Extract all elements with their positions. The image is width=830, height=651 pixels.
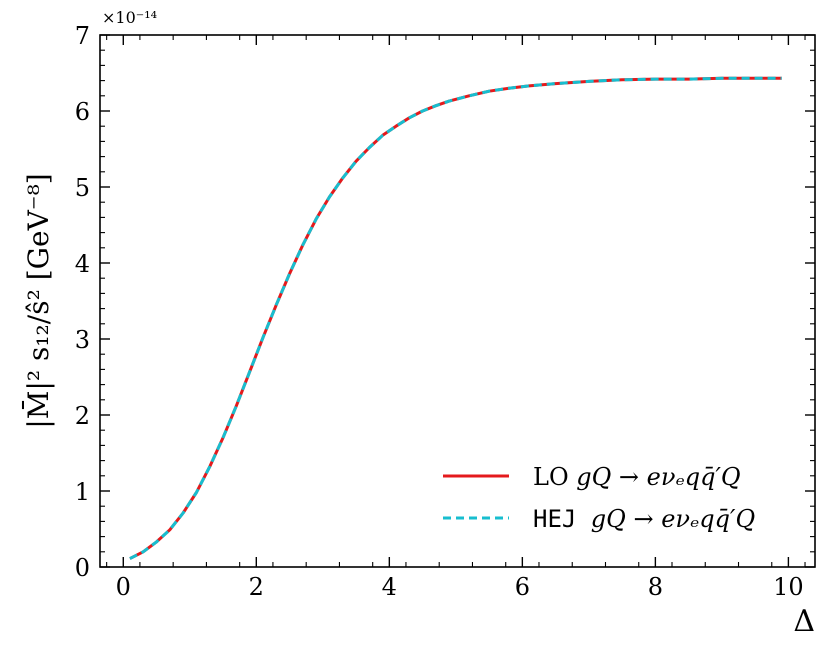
y-tick-label: 5 — [75, 174, 90, 202]
legend-prefix: HEJ — [533, 505, 591, 533]
y-tick-label: 4 — [75, 250, 90, 278]
y-tick-label: 6 — [75, 98, 90, 126]
y-tick-label: 3 — [75, 326, 90, 354]
legend-label-hej: HEJ gQ → eνₑqq̄′Q — [533, 505, 755, 533]
x-axis-label: Δ — [793, 604, 815, 639]
x-tick-label: 10 — [773, 573, 804, 601]
ticks — [100, 34, 815, 568]
series-line-hej — [129, 76, 782, 560]
tick-labels: 0 2 4 6 8 10 0 1 2 3 4 5 6 7 — [75, 22, 804, 601]
x-tick-label: 4 — [382, 573, 397, 601]
y-tick-label: 0 — [75, 554, 90, 582]
x-tick-label: 8 — [648, 573, 663, 601]
legend-process: gQ → eνₑqq̄′Q — [591, 505, 755, 533]
legend-process: gQ → eνₑqq̄′Q — [576, 463, 740, 491]
x-tick-label: 6 — [515, 573, 530, 601]
legend-prefix: LO — [533, 463, 576, 491]
series — [129, 76, 782, 560]
y-axis-label: |M̄|² s₁₂/ŝ² [GeV⁻⁸] — [21, 173, 55, 428]
x-tick-label: 2 — [249, 573, 264, 601]
y-tick-label: 1 — [75, 478, 90, 506]
x-tick-label: 0 — [116, 573, 131, 601]
y-multiplier-label: ×10⁻¹⁴ — [102, 8, 157, 27]
legend-label-lo: LO gQ → eνₑqq̄′Q — [533, 463, 741, 491]
y-tick-label: 2 — [75, 402, 90, 430]
plot-frame — [99, 34, 816, 568]
y-tick-label: 7 — [75, 22, 90, 50]
